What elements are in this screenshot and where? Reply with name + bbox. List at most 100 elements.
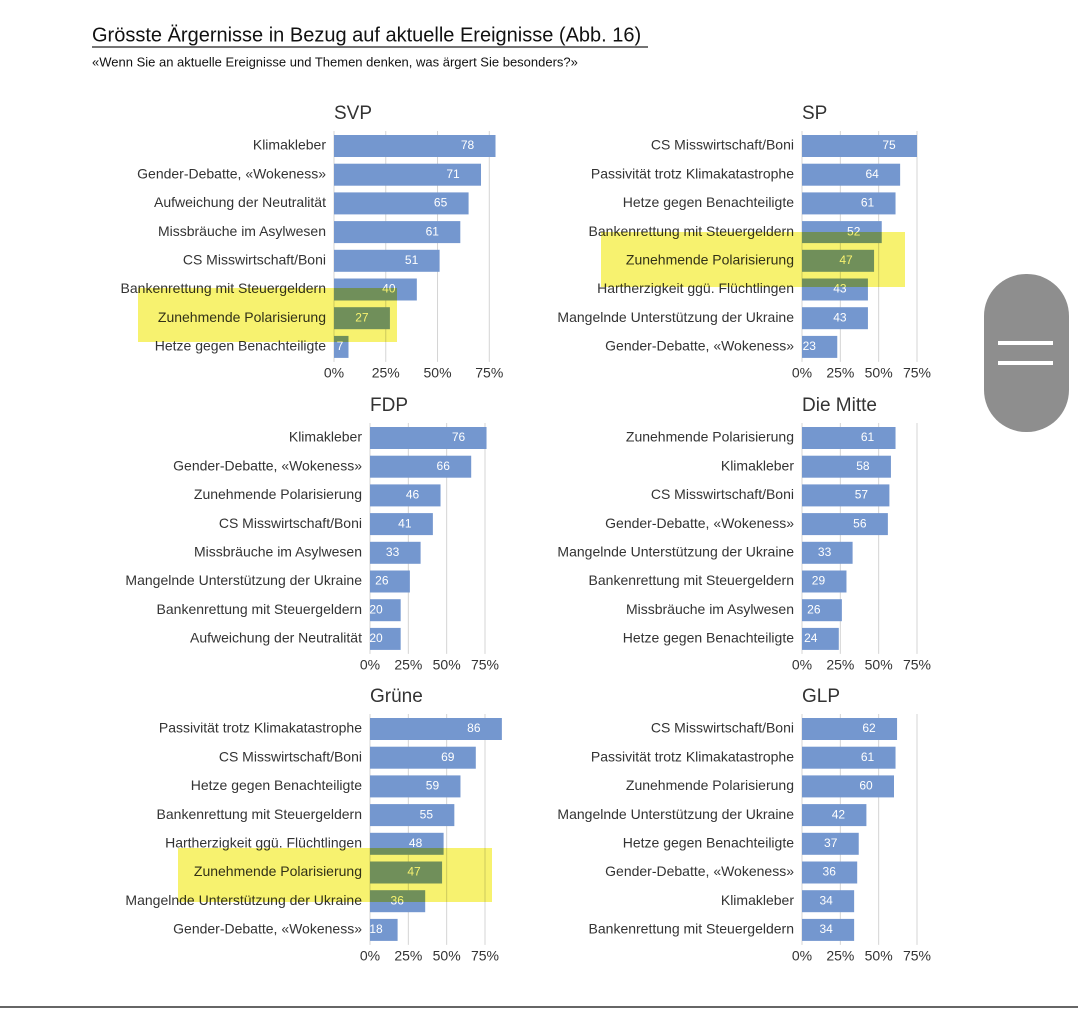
value-label: 33 (818, 545, 832, 559)
value-label: 55 (420, 807, 434, 821)
value-label: 43 (833, 310, 847, 324)
panel: SVP 0% 25% 50% 75% Klimakleber 78 Gender-Debatt… (121, 103, 504, 381)
x-tick-label: 50% (433, 948, 461, 964)
value-label: 58 (856, 459, 870, 473)
value-label: 51 (405, 253, 419, 267)
panel-title: GLP (802, 686, 840, 707)
value-label: 65 (434, 196, 448, 210)
scroll-handle[interactable] (984, 274, 1069, 432)
category-label: Mangelnde Unterstützung der Ukraine (557, 309, 794, 325)
category-label: Aufweichung der Neutralität (190, 630, 362, 646)
x-tick-label: 75% (903, 948, 931, 964)
value-label: 36 (823, 865, 837, 879)
highlight (601, 232, 905, 287)
bar (334, 135, 496, 157)
x-tick-label: 75% (475, 365, 503, 381)
bar (334, 249, 440, 272)
category-label: Bankenrettung mit Steuergeldern (589, 572, 794, 588)
category-label: Gender-Debatte, «Wokeness» (605, 338, 794, 354)
category-label: Klimakleber (721, 892, 794, 908)
category-label: Gender-Debatte, «Wokeness» (137, 165, 326, 181)
bar (370, 718, 502, 740)
value-label: 34 (819, 922, 833, 936)
bar (802, 599, 842, 622)
bar (370, 427, 487, 449)
category-label: Bankenrettung mit Steuergeldern (589, 921, 794, 937)
panel-title: Grüne (370, 686, 423, 707)
panel: FDP 0% 25% 50% 75% Klimakleber 76 Gender-Debatt… (125, 395, 499, 673)
bar (802, 861, 858, 884)
value-label: 60 (859, 779, 873, 793)
value-label: 78 (461, 138, 475, 152)
value-label: 20 (369, 631, 383, 645)
x-tick-label: 75% (471, 948, 499, 964)
value-label: 86 (467, 721, 481, 735)
category-label: Missbräuche im Asylwesen (158, 223, 326, 239)
value-label: 20 (369, 602, 383, 616)
x-tick-label: 75% (471, 657, 499, 673)
category-label: CS Misswirtschaft/Boni (219, 748, 362, 764)
bar (370, 541, 421, 564)
panel-title: SVP (334, 103, 372, 124)
value-label: 7 (337, 339, 344, 353)
x-tick-label: 0% (360, 657, 380, 673)
bar (802, 775, 894, 798)
x-tick-label: 75% (903, 657, 931, 673)
x-tick-label: 50% (424, 365, 452, 381)
value-label: 24 (804, 631, 818, 645)
category-label: Passivität trotz Klimakatastrophe (591, 748, 794, 764)
bar (802, 570, 847, 593)
x-tick-label: 50% (865, 365, 893, 381)
value-label: 26 (807, 602, 821, 616)
bar (802, 163, 901, 186)
value-label: 76 (452, 430, 466, 444)
bar (370, 804, 455, 827)
scroll-pill[interactable] (984, 274, 1069, 432)
highlights (138, 232, 905, 902)
category-label: CS Misswirtschaft/Boni (183, 252, 326, 268)
bar (802, 918, 855, 941)
value-label: 57 (855, 488, 869, 502)
category-label: Klimakleber (253, 137, 326, 153)
x-tick-label: 0% (792, 948, 812, 964)
value-label: 61 (426, 224, 440, 238)
bar (370, 918, 398, 941)
value-label: 29 (812, 574, 826, 588)
value-label: 61 (861, 196, 875, 210)
x-tick-label: 75% (903, 365, 931, 381)
category-label: Hartherzigkeit ggü. Flüchtlingen (165, 835, 362, 851)
highlight (138, 288, 397, 342)
value-label: 46 (406, 488, 420, 502)
bar (802, 307, 868, 330)
bar (334, 192, 469, 215)
bar (802, 455, 891, 478)
bar (334, 221, 461, 244)
bar (802, 335, 838, 358)
x-tick-label: 50% (865, 657, 893, 673)
category-label: Missbräuche im Asylwesen (626, 601, 794, 617)
x-tick-label: 25% (826, 365, 854, 381)
page-subtitle: «Wenn Sie an aktuelle Ereignisse und The… (92, 54, 578, 69)
category-label: Passivität trotz Klimakatastrophe (591, 165, 794, 181)
value-label: 71 (446, 167, 460, 181)
bar (802, 484, 890, 507)
category-label: Mangelnde Unterstützung der Ukraine (125, 572, 362, 588)
x-tick-label: 25% (826, 948, 854, 964)
bar (802, 192, 896, 215)
bar (802, 890, 855, 913)
value-label: 75 (882, 138, 896, 152)
category-label: Hetze gegen Benachteiligte (623, 194, 794, 210)
category-label: Zunehmende Polarisierung (194, 486, 362, 502)
category-label: Klimakleber (289, 429, 362, 445)
category-label: Passivität trotz Klimakatastrophe (159, 720, 362, 736)
value-label: 37 (824, 836, 838, 850)
bar (802, 541, 853, 564)
x-tick-label: 0% (792, 365, 812, 381)
value-label: 66 (437, 459, 451, 473)
x-tick-label: 50% (433, 657, 461, 673)
category-label: Klimakleber (721, 457, 794, 473)
bar (370, 599, 401, 622)
category-label: CS Misswirtschaft/Boni (219, 515, 362, 531)
bar (802, 718, 898, 740)
